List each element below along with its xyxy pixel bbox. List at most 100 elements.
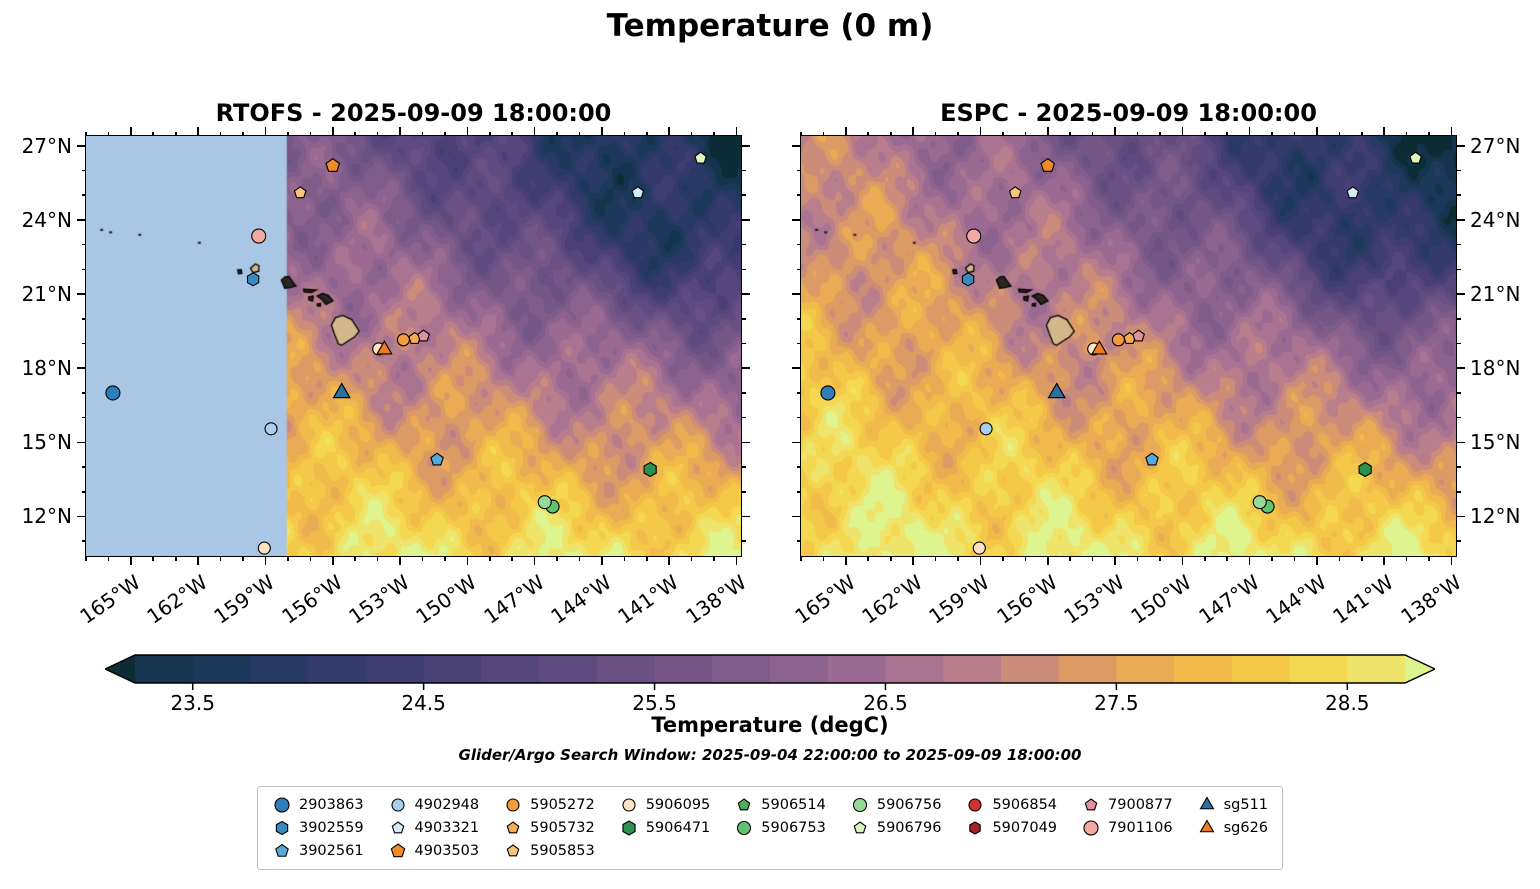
legend-item-sg626: sg626 xyxy=(1197,817,1268,839)
y-major-tick xyxy=(77,145,86,147)
x-minor-tick xyxy=(85,556,87,561)
x-major-tick xyxy=(668,556,670,565)
x-minor-tick xyxy=(1271,131,1273,136)
circle-marker-icon xyxy=(506,798,520,812)
colorbar-band xyxy=(1231,655,1291,683)
x-minor-tick xyxy=(867,556,870,561)
x-major-tick xyxy=(1450,127,1453,136)
x-minor-tick xyxy=(1136,556,1139,561)
y-minor-tick xyxy=(796,342,801,345)
x-minor-tick xyxy=(309,131,312,136)
y-minor-tick xyxy=(1456,243,1461,246)
x-major-tick xyxy=(1248,556,1251,565)
x-tick-label: 150°W xyxy=(411,570,482,629)
circle-marker-icon xyxy=(622,798,636,812)
y-minor-tick xyxy=(796,194,801,197)
x-minor-tick xyxy=(713,556,715,561)
colorbar-band xyxy=(596,655,656,683)
x-minor-tick xyxy=(623,556,626,561)
legend-item-5905853: 5905853 xyxy=(503,840,595,862)
y-minor-tick xyxy=(741,342,746,345)
x-major-tick xyxy=(979,556,982,565)
y-major-tick xyxy=(1456,367,1465,370)
x-tick-label: 147°W xyxy=(1193,570,1264,629)
espc-temperature-map xyxy=(801,136,1456,556)
x-minor-tick xyxy=(889,556,892,561)
pentagon-marker-icon xyxy=(506,844,520,857)
x-minor-tick xyxy=(1428,131,1430,136)
x-major-tick xyxy=(331,556,334,565)
y-minor-tick xyxy=(741,466,746,468)
rtofs-panel: RTOFS - 2025-09-09 18:00:00 165°W 162°W 15… xyxy=(22,99,751,629)
colorbar-tick-label: 26.5 xyxy=(863,691,908,713)
x-tick-label: 138°W xyxy=(1395,570,1466,629)
x-minor-tick xyxy=(578,556,581,561)
x-minor-tick xyxy=(376,131,379,136)
colorbar-band xyxy=(539,655,598,683)
pentagon-marker-icon xyxy=(1084,798,1098,811)
legend-item-5906753: 5906753 xyxy=(734,817,826,839)
legend-item-7901106: 7901106 xyxy=(1081,817,1173,839)
x-major-tick xyxy=(466,127,469,136)
legend-item-label: 5906753 xyxy=(761,820,826,836)
x-tick-label: 150°W xyxy=(1126,570,1197,629)
x-tick-label: 153°W xyxy=(344,570,414,629)
x-minor-tick xyxy=(1226,131,1228,136)
x-minor-tick xyxy=(957,556,959,561)
y-tick-label: 27°N xyxy=(21,133,72,158)
x-minor-tick xyxy=(1360,131,1363,136)
legend-item-label: 5906471 xyxy=(645,820,711,836)
y-minor-tick xyxy=(81,169,86,172)
y-minor-tick xyxy=(1456,268,1461,271)
x-minor-tick xyxy=(152,131,155,136)
y-major-tick xyxy=(1456,219,1465,221)
x-major-tick xyxy=(1248,127,1251,136)
y-minor-tick xyxy=(796,392,801,394)
legend-item-4903321: 4903321 xyxy=(388,817,479,839)
legend-item-label: sg511 xyxy=(1223,797,1269,813)
x-tick-label: 141°W xyxy=(613,570,683,629)
y-minor-tick xyxy=(741,416,746,419)
x-minor-tick xyxy=(421,131,424,136)
y-minor-tick xyxy=(1456,416,1461,419)
colorbar-under-arrow xyxy=(105,655,135,683)
y-tick-label: 21°N xyxy=(21,282,72,307)
x-minor-tick xyxy=(1293,556,1296,561)
x-major-tick xyxy=(1316,556,1318,565)
x-minor-tick xyxy=(421,556,424,561)
legend-item-2903863: 2903863 xyxy=(272,794,364,816)
y-major-tick xyxy=(77,219,86,221)
y-tick-label: 12°N xyxy=(21,504,72,529)
hexagon-marker-icon xyxy=(969,821,982,835)
legend-item-5905272: 5905272 xyxy=(503,794,595,816)
y-major-tick xyxy=(1456,145,1465,147)
pentagon-marker-icon xyxy=(506,821,520,834)
x-major-tick xyxy=(197,127,199,136)
legend-column: sg511 sg626 xyxy=(1197,794,1268,862)
circle-marker-icon xyxy=(390,798,405,812)
x-tick-label: 153°W xyxy=(1059,570,1129,629)
x-major-tick xyxy=(1316,127,1318,136)
x-major-tick xyxy=(912,127,914,136)
x-major-tick xyxy=(845,556,847,565)
x-major-tick xyxy=(1450,556,1453,565)
x-tick-label: 144°W xyxy=(1261,570,1331,629)
x-minor-tick xyxy=(645,556,648,561)
legend: 2903863 3902559 3902561 4902948 4903321 49035… xyxy=(256,786,1284,870)
y-major-tick xyxy=(792,219,801,221)
x-major-tick xyxy=(1181,127,1184,136)
y-major-tick xyxy=(1456,293,1465,295)
legend-item-label: 4903503 xyxy=(414,843,480,859)
x-major-tick xyxy=(466,556,469,565)
colorbar-band xyxy=(308,655,367,683)
colorbar-band xyxy=(135,655,194,683)
x-minor-tick xyxy=(174,556,177,561)
x-minor-tick xyxy=(713,131,715,136)
y-major-tick xyxy=(792,515,801,518)
x-major-tick xyxy=(1114,556,1116,565)
x-major-tick xyxy=(264,556,267,565)
x-major-tick xyxy=(130,556,132,565)
colorbar-tick-label: 27.5 xyxy=(1094,691,1139,713)
colorbar-band xyxy=(654,655,713,683)
